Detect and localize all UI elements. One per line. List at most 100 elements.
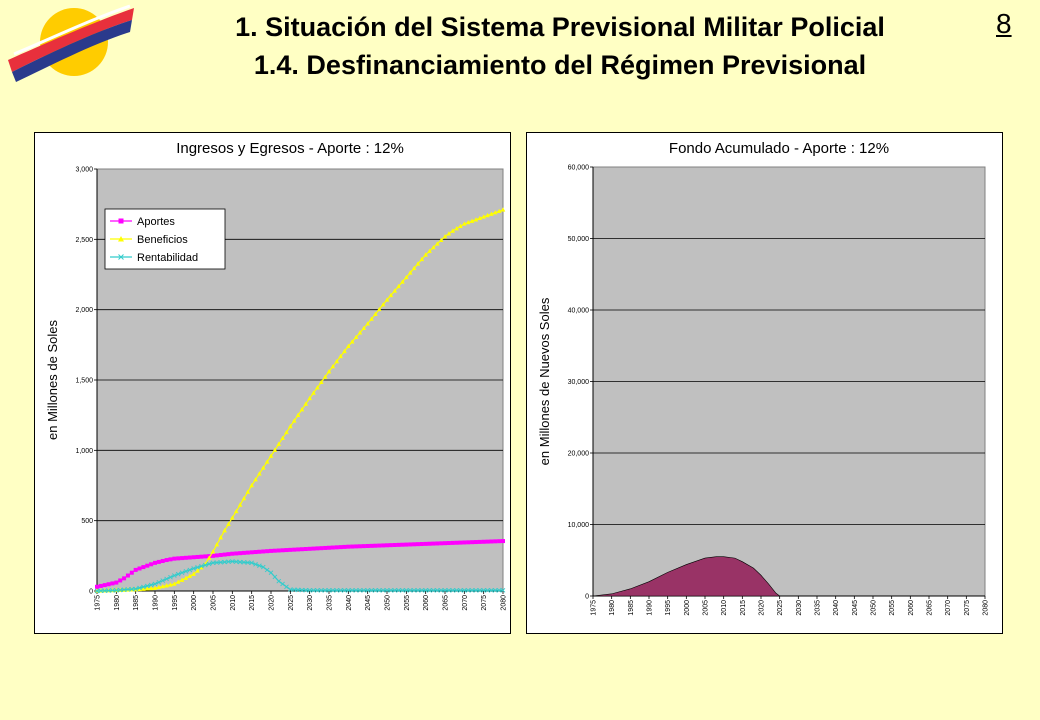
point-beneficios: [326, 369, 332, 374]
point-beneficios: [481, 214, 486, 219]
point-beneficios: [144, 586, 150, 591]
point-rentabilidad: [249, 560, 254, 566]
point-aportes: [497, 539, 502, 544]
x-tick-label: 2010: [230, 595, 237, 611]
point-beneficios: [330, 363, 336, 369]
point-aportes: [230, 551, 235, 556]
point-rentabilidad: [485, 587, 490, 593]
point-aportes: [118, 578, 123, 583]
point-aportes: [412, 542, 417, 547]
point-aportes: [296, 547, 301, 552]
point-rentabilidad: [330, 587, 336, 593]
point-aportes: [125, 573, 130, 578]
point-beneficios: [346, 343, 351, 349]
slide-title: 1. Situación del Sistema Previsional Mil…: [140, 8, 980, 84]
point-beneficios: [141, 586, 146, 591]
point-beneficios: [434, 241, 440, 246]
x-tick-label: 2060: [423, 595, 430, 611]
point-rentabilidad: [179, 570, 185, 576]
x-tick-label: 2005: [703, 600, 710, 616]
point-beneficios: [218, 535, 224, 540]
point-beneficios: [492, 210, 498, 215]
point-beneficios: [172, 581, 177, 586]
point-beneficios: [315, 385, 320, 390]
legend-marker-aportes: [118, 218, 124, 224]
x-tick-label: 2015: [740, 600, 747, 616]
point-aportes: [245, 550, 250, 555]
point-aportes: [454, 540, 459, 545]
point-aportes: [164, 558, 169, 563]
point-rentabilidad: [419, 587, 425, 593]
point-beneficios: [299, 407, 305, 412]
point-aportes: [439, 541, 444, 546]
point-beneficios: [226, 521, 231, 526]
point-rentabilidad: [500, 587, 506, 593]
point-beneficios: [373, 311, 378, 316]
point-beneficios: [249, 483, 254, 488]
point-aportes: [149, 562, 154, 567]
point-rentabilidad: [450, 587, 456, 593]
point-beneficios: [454, 226, 459, 231]
point-beneficios: [260, 465, 266, 470]
logo-stripe-red: [8, 8, 134, 72]
point-rentabilidad: [133, 586, 138, 592]
point-beneficios: [214, 542, 220, 547]
point-rentabilidad: [102, 588, 108, 594]
point-rentabilidad: [291, 587, 297, 593]
point-rentabilidad: [226, 559, 231, 565]
point-beneficios: [148, 585, 154, 591]
x-tick-label: 2065: [927, 600, 934, 616]
point-rentabilidad: [110, 588, 115, 593]
point-rentabilidad: [288, 587, 293, 592]
point-rentabilidad: [353, 587, 359, 593]
point-rentabilidad: [469, 587, 475, 593]
point-beneficios: [423, 252, 428, 257]
x-tick-label: 2035: [327, 595, 334, 611]
point-aportes: [330, 545, 335, 550]
point-rentabilidad: [129, 586, 135, 592]
x-tick-label: 2010: [721, 600, 728, 616]
point-aportes: [211, 553, 215, 558]
chart-title: Ingresos y Egresos - Aporte : 12%: [176, 140, 404, 157]
point-rentabilidad: [237, 559, 243, 565]
point-aportes: [435, 541, 440, 546]
point-beneficios: [272, 447, 278, 452]
x-tick-label: 2025: [777, 600, 784, 616]
point-aportes: [102, 583, 107, 588]
y-tick-label: 0: [89, 589, 93, 596]
page-number: 8: [996, 8, 1012, 39]
y-tick-label: 50,000: [568, 236, 590, 243]
x-tick-label: 2000: [191, 595, 198, 611]
point-beneficios: [318, 379, 324, 385]
point-rentabilidad: [392, 587, 398, 593]
point-rentabilidad: [168, 574, 173, 580]
point-aportes: [110, 581, 115, 586]
y-tick-label: 60,000: [568, 165, 590, 172]
y-tick-label: 500: [81, 518, 93, 525]
point-aportes: [257, 549, 262, 554]
point-aportes: [137, 566, 142, 571]
area-fondo-acumulado: [592, 556, 985, 597]
x-tick-label: 2080: [983, 600, 990, 616]
point-rentabilidad: [411, 587, 417, 593]
point-rentabilidad: [144, 583, 150, 589]
point-rentabilidad: [141, 584, 146, 590]
point-rentabilidad: [117, 587, 123, 593]
y-tick-label: 0: [585, 594, 589, 601]
point-rentabilidad: [388, 587, 394, 593]
point-rentabilidad: [214, 560, 220, 565]
point-beneficios: [164, 583, 169, 588]
point-rentabilidad: [175, 571, 181, 577]
point-rentabilidad: [311, 587, 316, 593]
point-aportes: [187, 555, 192, 560]
point-rentabilidad: [241, 559, 247, 565]
point-aportes: [489, 539, 494, 544]
point-rentabilidad: [295, 587, 301, 593]
point-aportes: [160, 558, 165, 563]
point-rentabilidad: [156, 579, 162, 585]
point-beneficios: [388, 292, 394, 298]
y-tick-label: 20,000: [568, 451, 590, 458]
point-rentabilidad: [458, 587, 463, 593]
point-beneficios: [384, 297, 390, 302]
chart-ingresos-egresos: Ingresos y Egresos - Aporte : 12% 0 500 1,0…: [45, 140, 508, 611]
